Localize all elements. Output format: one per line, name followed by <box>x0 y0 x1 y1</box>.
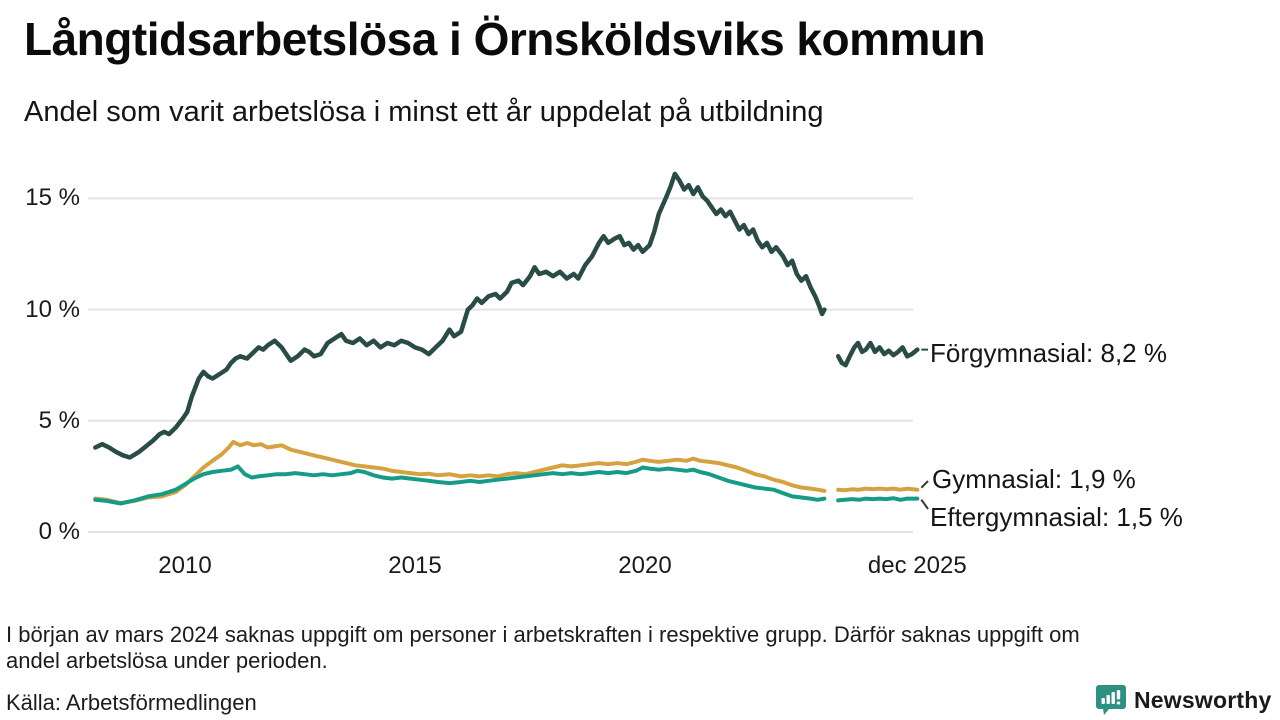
footnote-line-2: andel arbetslösa under perioden. <box>6 648 328 673</box>
x-tick-label: 2015 <box>388 552 442 579</box>
newsworthy-speech-bubble-bar-chart-icon <box>1096 684 1126 716</box>
y-tick-label: 5 % <box>38 406 80 434</box>
label-connector-eftergymnasial <box>920 499 929 510</box>
series-end-label-forgymnasial: Förgymnasial: 8,2 % <box>930 338 1167 368</box>
series-line-eftergymnasial <box>836 496 920 503</box>
footnote: I början av mars 2024 saknas uppgift om … <box>6 622 1266 674</box>
x-tick-label: 2020 <box>618 552 672 579</box>
series-end-label-gymnasial: Gymnasial: 1,9 % <box>932 464 1136 494</box>
x-tick-label: 2010 <box>158 552 212 579</box>
series-line-förgymnasial <box>93 171 827 460</box>
series-line-gymnasial <box>836 486 920 493</box>
page-title: Långtidsarbetslösa i Örnsköldsviks kommu… <box>24 13 986 65</box>
label-connector-gymnasial <box>920 480 929 489</box>
series-line-eftergymnasial <box>93 464 827 506</box>
source-label: Källa: Arbetsförmedlingen <box>6 690 257 715</box>
series-line-förgymnasial <box>835 340 920 368</box>
brand-logo: Newsworthy <box>1096 684 1271 716</box>
series-line-gymnasial <box>93 439 827 506</box>
series-end-label-eftergymnasial: Eftergymnasial: 1,5 % <box>930 502 1183 532</box>
x-tick-label: dec 2025 <box>867 552 967 579</box>
y-tick-label: 0 % <box>38 518 80 545</box>
y-tick-label: 10 % <box>25 295 80 323</box>
page-subtitle: Andel som varit arbetslösa i minst ett å… <box>24 96 824 128</box>
y-tick-label: 15 % <box>25 184 80 212</box>
brand-name: Newsworthy <box>1134 686 1272 713</box>
footnote-line-1: I början av mars 2024 saknas uppgift om … <box>6 622 1080 647</box>
